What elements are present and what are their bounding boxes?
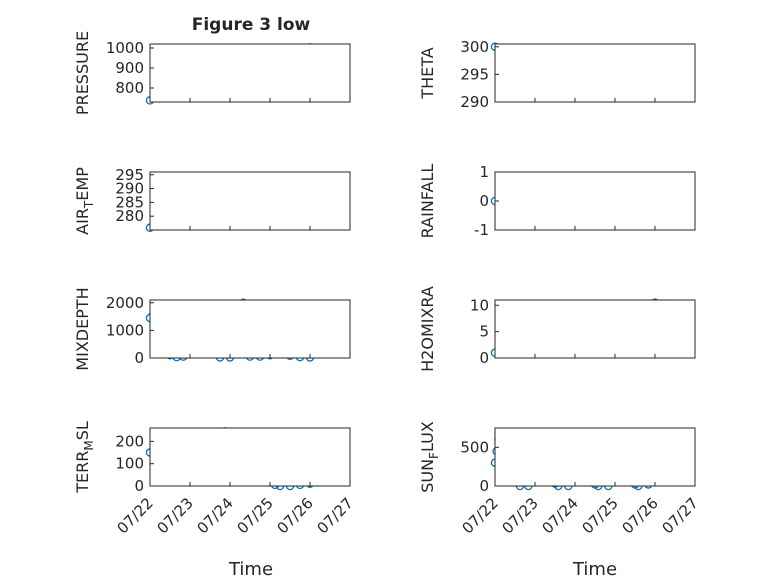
y-tick-label: 100: [115, 455, 144, 473]
x-tick-label: 07/24: [539, 494, 582, 537]
axes-frame: [149, 427, 351, 487]
y-tick-label: 0: [134, 477, 144, 495]
subplot-rainfall: -1 0 1 RAINFALL: [418, 163, 696, 239]
y-tick-label: -1: [474, 221, 489, 239]
y-tick-label: 295: [115, 166, 144, 184]
y-tick-label: 900: [115, 59, 144, 77]
y-tick-label: 10: [470, 296, 489, 314]
x-tick-label: 07/25: [579, 494, 622, 537]
x-tick-label: 07/27: [659, 494, 702, 537]
x-tick-label: 07/27: [314, 494, 357, 537]
x-tick-label: 07/22: [114, 494, 157, 537]
y-tick-label: 295: [460, 65, 489, 83]
y-tick-label: 0: [479, 349, 489, 367]
y-tick-label: 300: [460, 38, 489, 56]
y-tick-label: 1000: [106, 321, 144, 339]
x-axis-label-right: Time: [572, 559, 617, 580]
y-tick-label: 285: [115, 193, 144, 211]
y-tick-label: 280: [115, 207, 144, 225]
x-tick-label: 07/26: [619, 494, 662, 537]
y-axis-label: AIRTEMP: [73, 167, 96, 235]
axes-frame: [494, 43, 696, 103]
y-tick-label: 0: [479, 477, 489, 495]
y-axis-label: MIXDEPTH: [73, 287, 92, 370]
y-axis-label: THETA: [418, 47, 437, 99]
y-tick-label: 1: [479, 163, 489, 181]
y-tick-label: 500: [460, 438, 489, 456]
y-tick-label: 5: [479, 323, 489, 341]
x-tick-label: 07/22: [459, 494, 502, 537]
y-axis-label: RAINFALL: [418, 164, 437, 239]
subplot-sun-flux: 0 500 SUNFLUX 07/2207/2307/2407/2507/2607/2…: [418, 421, 702, 537]
subplot-pressure: 800 900 1000 PRESSURE: [73, 31, 351, 115]
axes-frame: [149, 171, 351, 231]
subplot-h2omixra: 0 5 10 H2OMIXRA: [418, 286, 696, 372]
subplot-mixdepth: 0 1000 2000 MIXDEPTH: [73, 287, 351, 371]
x-tick-label: 07/25: [234, 494, 277, 537]
y-tick-label: 1000: [106, 39, 144, 57]
y-tick-label: 0: [134, 349, 144, 367]
axes-frame: [149, 43, 351, 103]
subplot-theta: 290 295 300 THETA: [418, 38, 696, 111]
axes-frame: [494, 427, 696, 487]
x-tick-label: 07/23: [154, 494, 197, 537]
x-axis-label-left: Time: [228, 559, 273, 580]
y-tick-label: 200: [115, 432, 144, 450]
subplot-terr-msl: 0 100 200 TERRMSL 07/2207/2307/2407/2507/260…: [73, 421, 357, 537]
y-tick-label: 290: [460, 93, 489, 111]
y-tick-label: 0: [479, 192, 489, 210]
y-axis-label: H2OMIXRA: [418, 286, 437, 372]
y-tick-label: 290: [115, 180, 144, 198]
y-tick-label: 2000: [106, 294, 144, 312]
axes-frame: [149, 299, 351, 359]
y-tick-label: 800: [115, 79, 144, 97]
figure-title: Figure 3 low: [192, 15, 311, 35]
x-tick-label: 07/23: [499, 494, 542, 537]
y-axis-label: TERRMSL: [73, 421, 96, 494]
axes-frame: [494, 171, 696, 231]
y-axis-label: SUNFLUX: [418, 421, 441, 493]
x-tick-label: 07/24: [194, 494, 237, 537]
x-tick-label: 07/26: [274, 494, 317, 537]
axes-frame: [494, 299, 696, 359]
y-axis-label: PRESSURE: [73, 31, 92, 115]
